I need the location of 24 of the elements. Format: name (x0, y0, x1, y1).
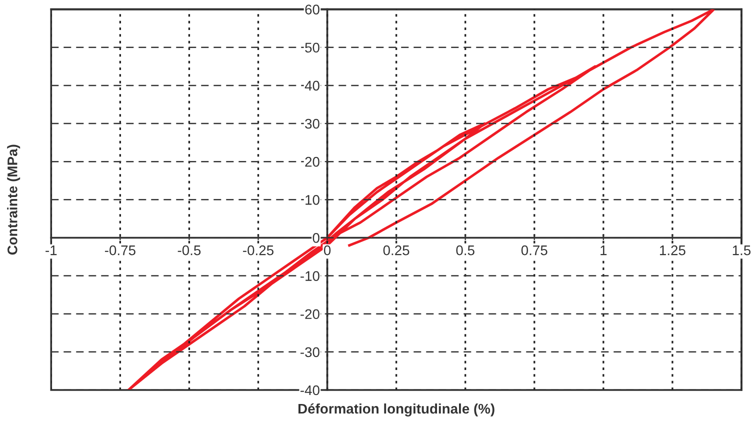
x-tick-label: 0 (324, 245, 331, 256)
x-tick-label: 0.5 (456, 245, 474, 256)
x-axis-title: Déformation longitudinale (%) (298, 403, 494, 416)
y-tick-label: 0 (312, 233, 320, 243)
y-tick-label: -30 (300, 347, 320, 358)
x-tick-label: -0.25 (243, 245, 274, 256)
x-tick-label: 1 (600, 246, 607, 256)
y-tick-label: 10 (306, 194, 320, 205)
x-tick-label: 1.25 (660, 245, 686, 256)
y-tick-label: -10 (300, 271, 320, 281)
y-tick-label: -20 (300, 309, 320, 320)
y-tick-label: 20 (305, 156, 320, 167)
y-tick-label: -40 (300, 385, 320, 396)
x-tick-label: 0.75 (521, 245, 548, 256)
y-tick-label: 30 (305, 118, 320, 129)
y-axis-title: Contrainte (MPa) (7, 144, 20, 255)
x-tick-label: -0.5 (178, 245, 201, 256)
y-tick-label: 50 (305, 42, 320, 53)
x-tick-label: 1.5 (732, 246, 751, 256)
y-tick-label: 40 (304, 80, 320, 91)
x-tick-label: -1 (46, 246, 57, 256)
x-tick-label: -0.75 (104, 245, 136, 256)
x-tick-label: 0.25 (383, 245, 410, 256)
y-tick-label: 60 (305, 4, 320, 14)
